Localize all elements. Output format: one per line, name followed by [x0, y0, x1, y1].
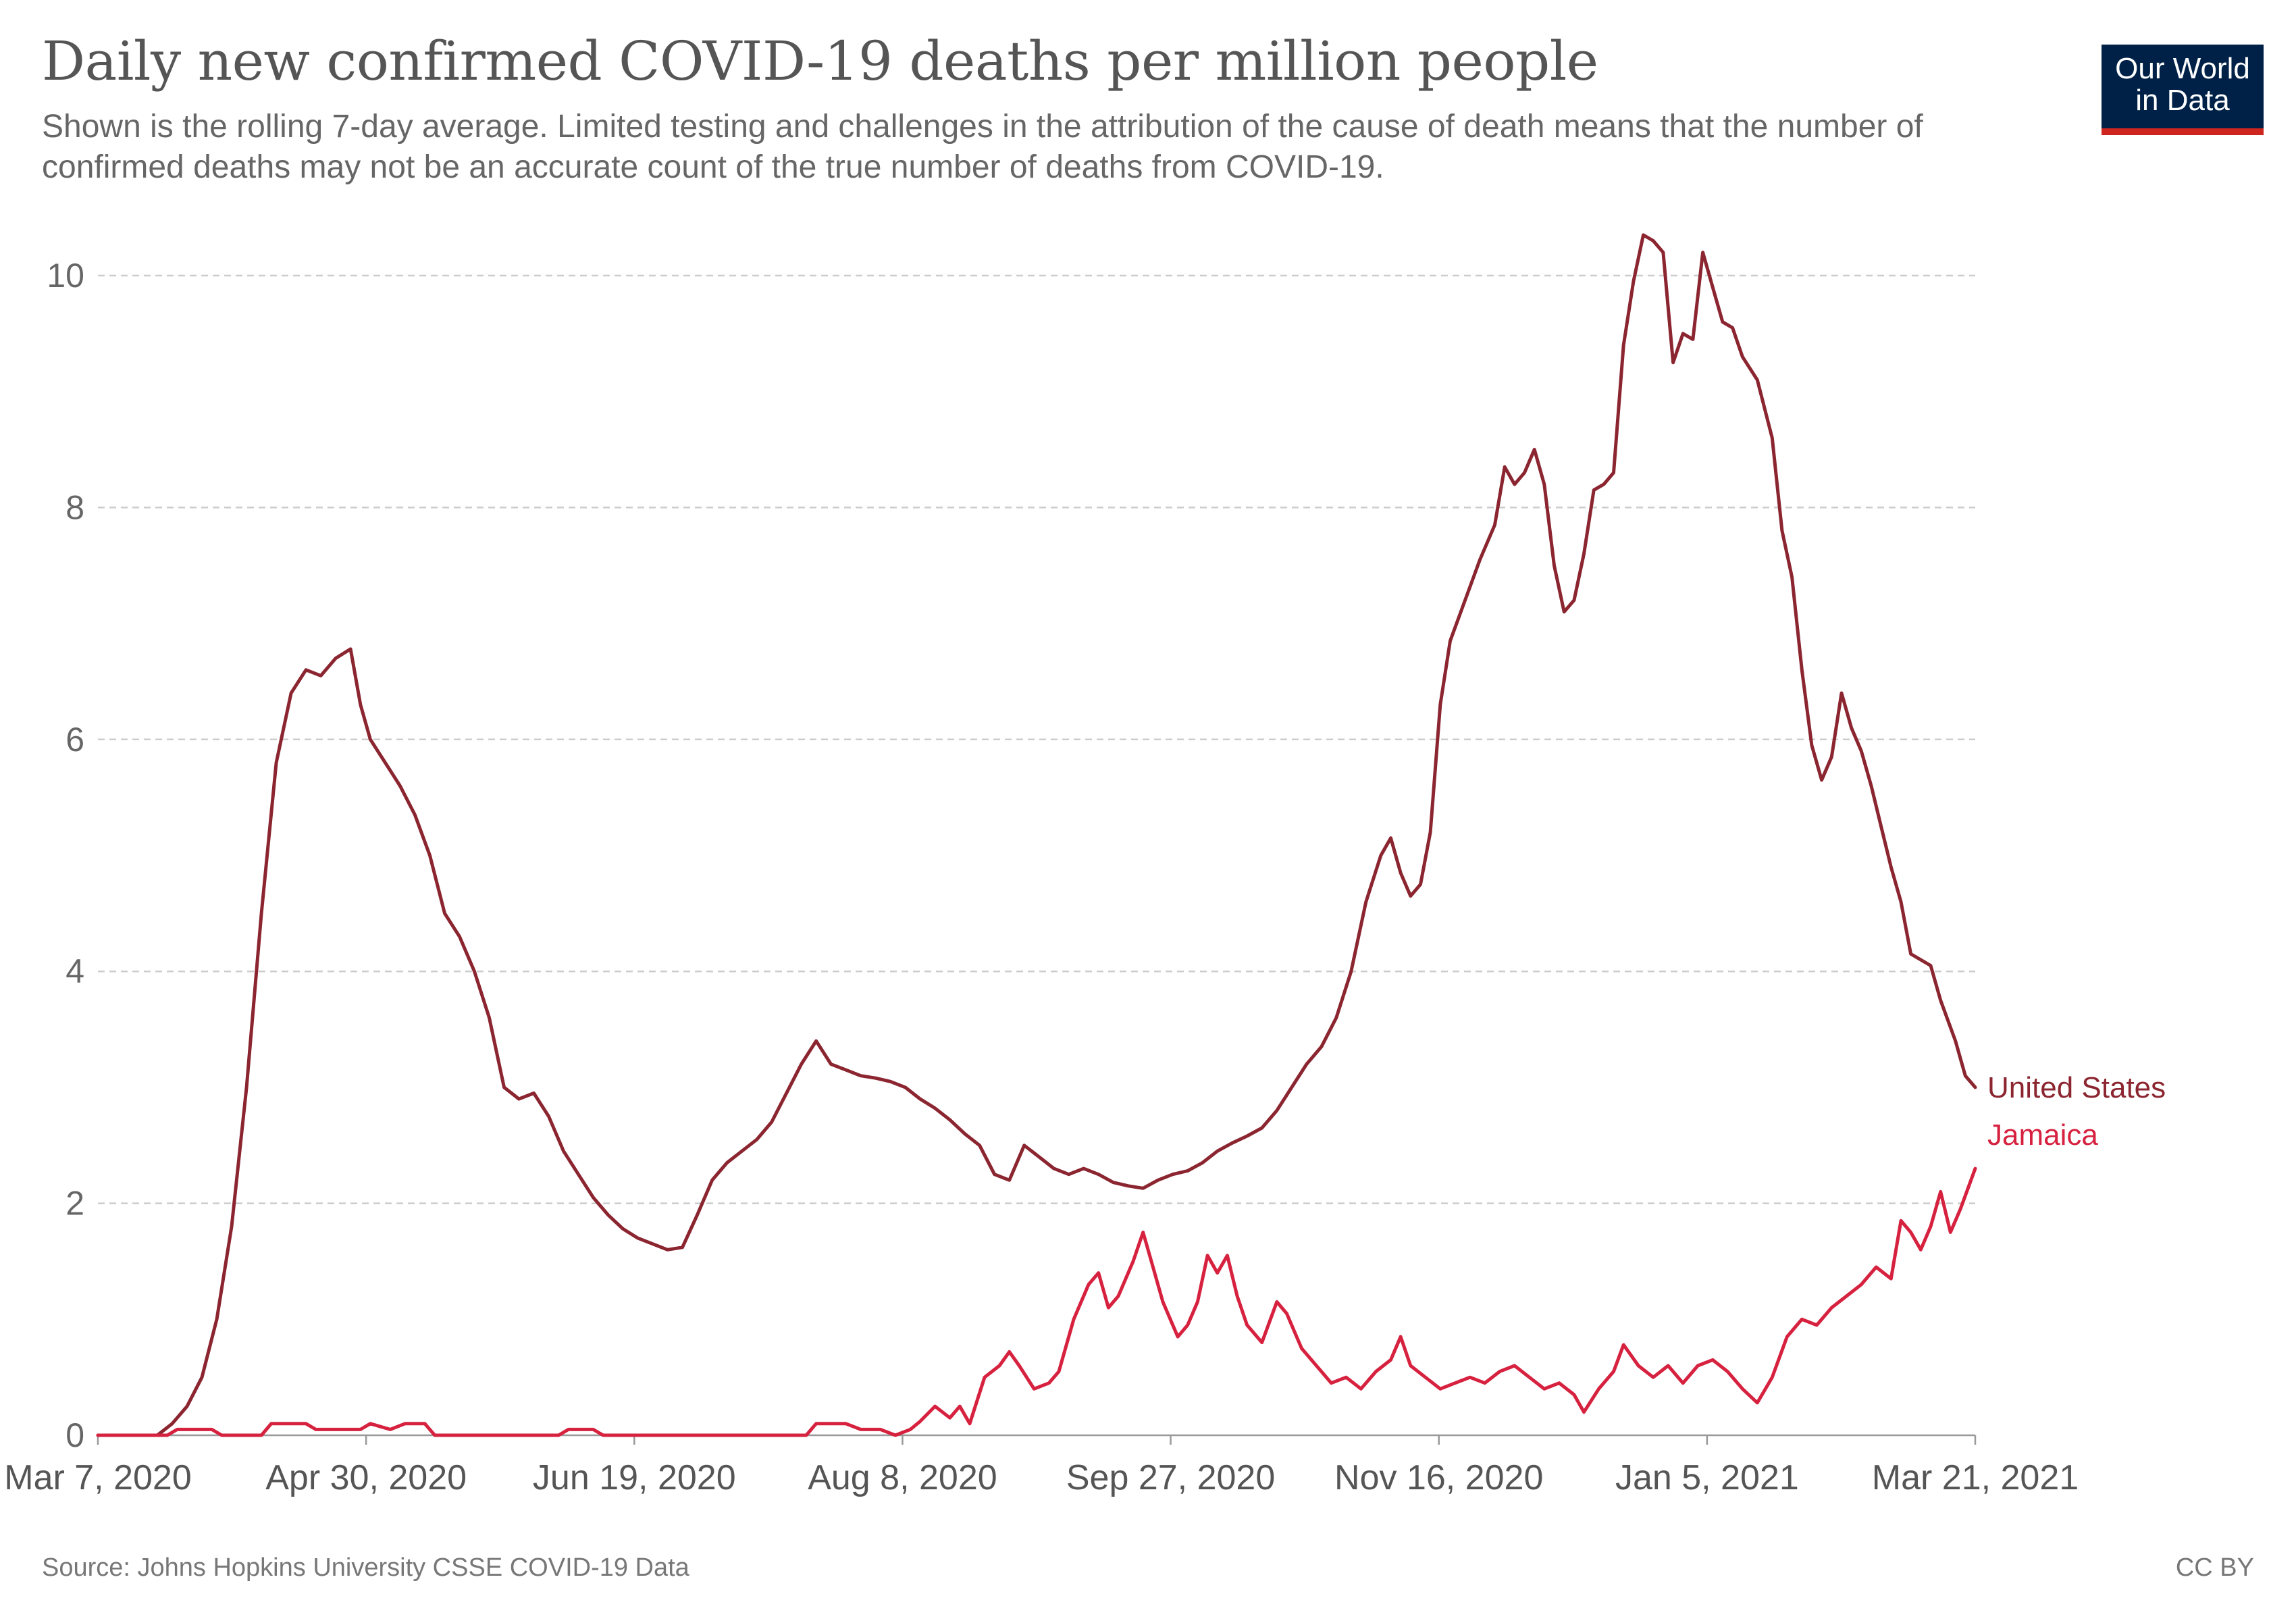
x-tick-label: Jan 5, 2021	[1615, 1458, 1799, 1497]
series-label-jamaica[interactable]: Jamaica	[1987, 1118, 2098, 1152]
logo-accent-bar	[2102, 128, 2264, 135]
x-tick-label: Aug 8, 2020	[808, 1458, 997, 1497]
x-tick-label: Apr 30, 2020	[265, 1458, 467, 1497]
x-tick-label: Mar 21, 2021	[1872, 1458, 2079, 1497]
chart-subtitle: Shown is the rolling 7-day average. Limi…	[42, 109, 1923, 185]
x-tick-label: Nov 16, 2020	[1334, 1458, 1543, 1497]
series-label-united-states[interactable]: United States	[1987, 1071, 2166, 1104]
x-tick-label: Mar 7, 2020	[4, 1458, 192, 1497]
x-tick-label: Jun 19, 2020	[533, 1458, 736, 1497]
series-line-jamaica[interactable]	[96, 1166, 1977, 1437]
series-line-united-states[interactable]	[96, 233, 1977, 1437]
y-tick-label: 2	[66, 1185, 84, 1223]
y-tick-label: 4	[66, 952, 84, 990]
chart-title: Daily new confirmed COVID-19 deaths per …	[42, 30, 1598, 93]
source-note: Source: Johns Hopkins University CSSE CO…	[42, 1553, 689, 1582]
logo-line-2: in Data	[2135, 84, 2230, 117]
owid-logo[interactable]: Our World in Data	[2102, 45, 2264, 135]
y-tick-label: 6	[66, 721, 84, 758]
logo-line-1: Our World	[2115, 52, 2250, 85]
y-tick-label: 8	[66, 488, 84, 526]
x-tick-label: Sep 27, 2020	[1066, 1458, 1275, 1497]
y-tick-label: 10	[47, 257, 84, 294]
license-note[interactable]: CC BY	[2175, 1553, 2254, 1582]
y-tick-label: 0	[66, 1416, 84, 1454]
